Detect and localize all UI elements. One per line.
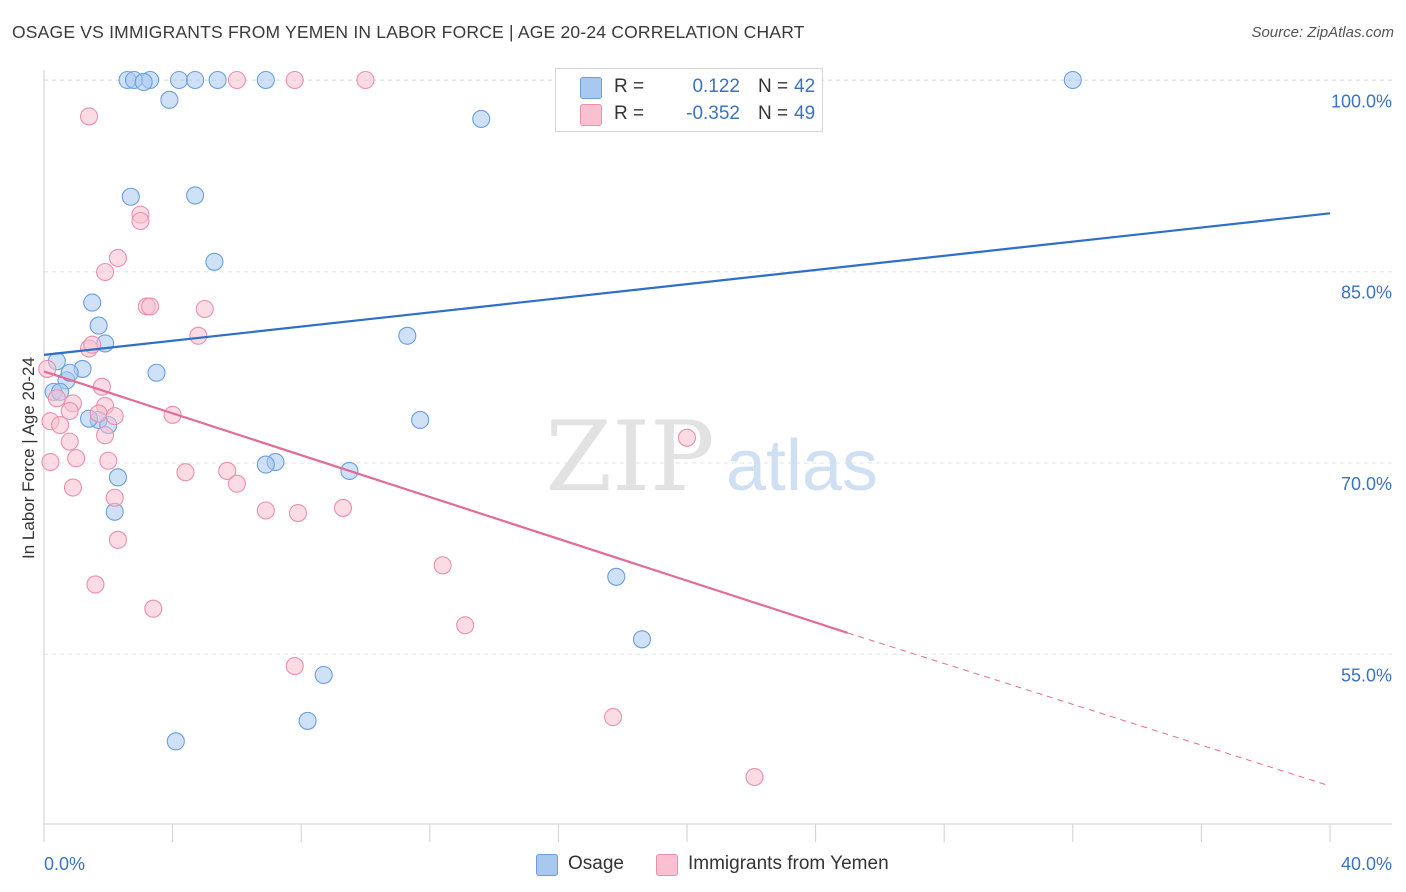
yemen-swatch (656, 854, 678, 876)
osage-point (208, 70, 227, 90)
yemen-point (105, 488, 124, 507)
osage-swatch (536, 854, 558, 876)
osage-point (411, 410, 430, 429)
data-points (38, 70, 1082, 787)
osage-point (134, 72, 153, 92)
osage-point (147, 363, 166, 382)
source-credit: Source: ZipAtlas.com (1251, 24, 1394, 41)
yemen-point (141, 297, 160, 316)
yemen-point (51, 415, 70, 435)
yemen-point (456, 616, 475, 635)
yemen-point (195, 299, 214, 319)
yemen-point (60, 401, 79, 421)
yemen-point (96, 262, 115, 282)
osage-trend-line (43, 212, 1331, 356)
yemen-point (144, 599, 163, 618)
x-tick-label: 0.0% (44, 854, 85, 874)
r-label: R = (614, 76, 645, 97)
x-tick-label: 40.0% (1341, 854, 1392, 874)
legend-label: Immigrants from Yemen (688, 853, 889, 874)
r-label: R = (614, 103, 645, 124)
osage-point (108, 468, 127, 487)
yemen-point (108, 248, 127, 268)
osage-point (121, 187, 140, 206)
yemen-point (288, 503, 308, 523)
chart-title: OSAGE VS IMMIGRANTS FROM YEMEN IN LABOR … (12, 22, 805, 42)
yemen-trend-extension (847, 632, 1331, 787)
yemen-point (131, 211, 150, 231)
yemen-point (333, 498, 353, 517)
yemen-point (285, 657, 304, 676)
n-label: N = (758, 76, 789, 97)
osage-point (256, 455, 275, 474)
yemen-point (96, 426, 115, 445)
yemen-point (745, 767, 764, 787)
osage-point (314, 665, 333, 685)
yemen-point (63, 478, 82, 497)
y-tick-label: 70.0% (1341, 474, 1392, 494)
grid-lines (44, 79, 1392, 655)
yemen-point (163, 405, 182, 424)
osage-point (186, 70, 205, 90)
y-tick-label: 85.0% (1341, 283, 1392, 303)
osage-point (89, 316, 108, 335)
n-value: 42 (794, 76, 816, 97)
yemen-point (256, 501, 275, 520)
yemen-point (218, 461, 237, 481)
yemen-point (285, 70, 304, 90)
yemen-point (105, 407, 124, 426)
yemen-point (99, 451, 118, 470)
yemen-trend-line (43, 370, 849, 634)
tick-labels: 55.0% 70.0% 85.0% 100.0% 0.0% 40.0% (44, 91, 1392, 874)
osage-point (298, 711, 317, 730)
osage-point (169, 70, 189, 90)
series-legend: Osage Immigrants from Yemen (0, 852, 1406, 878)
yemen-swatch (580, 104, 602, 126)
y-tick-label: 100.0% (1331, 91, 1392, 111)
y-tick-label: 55.0% (1341, 665, 1392, 685)
yemen-point (189, 326, 208, 345)
legend-label: Osage (568, 853, 624, 874)
osage-point (83, 293, 102, 312)
yemen-point (86, 575, 105, 594)
r-value: 0.122 (692, 76, 740, 97)
yemen-point (108, 530, 127, 549)
yemen-point (356, 70, 375, 90)
axes (43, 70, 1392, 842)
trend-lines (43, 212, 1331, 787)
y-axis-label: In Labor Force | Age 20-24 (19, 357, 38, 559)
yemen-point (47, 389, 66, 408)
osage-point (1063, 70, 1082, 90)
yemen-point (60, 432, 79, 451)
osage-point (186, 186, 205, 205)
osage-point (607, 567, 626, 586)
yemen-point (67, 449, 86, 468)
watermark: ZIP atlas (545, 401, 878, 513)
yemen-point (677, 428, 697, 447)
yemen-point (176, 463, 195, 482)
osage-point (472, 109, 491, 129)
yemen-point (604, 708, 623, 727)
n-value: 49 (794, 103, 816, 124)
osage-point (632, 630, 652, 649)
yemen-point (227, 70, 246, 90)
osage-point (60, 363, 79, 382)
r-value: -0.352 (686, 103, 740, 124)
yemen-point (89, 404, 108, 423)
osage-point (256, 70, 275, 90)
watermark-atlas: atlas (726, 426, 878, 506)
watermark-zip: ZIP (545, 401, 714, 513)
osage-swatch (580, 77, 602, 99)
yemen-point (227, 474, 246, 493)
yemen-point (433, 556, 452, 575)
yemen-point (41, 452, 60, 472)
n-label: N = (758, 103, 789, 124)
osage-point (160, 90, 179, 109)
correlation-legend: R = 0.122 N = 42 R = -0.352 N = 49 (555, 68, 823, 132)
osage-point (398, 326, 417, 345)
yemen-point (79, 107, 99, 126)
osage-point (166, 732, 185, 751)
osage-point (205, 252, 224, 271)
